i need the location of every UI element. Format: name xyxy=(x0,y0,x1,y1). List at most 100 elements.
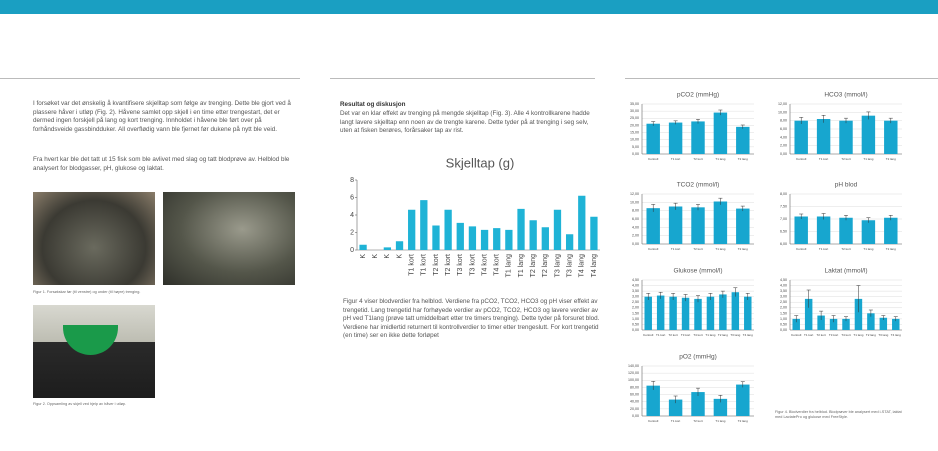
y-tick-label: 3,00 xyxy=(632,295,639,299)
x-tick-label: K xyxy=(360,254,367,259)
y-tick-label: 1,50 xyxy=(780,311,787,315)
error-bar xyxy=(696,119,700,124)
x-tick-label: T1 lang xyxy=(853,333,863,337)
x-tick-label: Kontroll xyxy=(648,157,659,161)
y-tick-label: 12,00 xyxy=(630,192,639,196)
bar xyxy=(713,201,728,244)
y-tick-label: 0,00 xyxy=(632,242,639,246)
bar xyxy=(646,385,660,416)
chart: pCO2 (mmHg) 0,00 5,00 10,00 15,00 20,00 25,00 3… xyxy=(630,92,754,161)
bar xyxy=(669,296,677,330)
heading: Resultat og diskusjon xyxy=(340,101,406,108)
bar xyxy=(541,227,549,250)
x-tick-label: T3 kort xyxy=(457,254,464,276)
y-tick-label: 0,50 xyxy=(632,322,639,326)
y-tick-label: 2 xyxy=(350,229,354,236)
error-bar xyxy=(651,204,656,212)
error-bar xyxy=(673,202,678,210)
chart: HCO3 (mmol/l) 0,00 2,00 4,00 6,00 8,00 10,00 12… xyxy=(778,92,902,161)
x-tick-label: T2 kort xyxy=(433,254,440,276)
x-tick-label: T2 lang xyxy=(738,247,748,251)
error-bar xyxy=(821,213,826,220)
y-tick-label: 12,00 xyxy=(778,102,787,106)
y-tick-label: 0,00 xyxy=(632,152,639,156)
x-tick-label: T2 lang xyxy=(530,254,537,277)
chart-title: Skjelltap (g) xyxy=(446,155,515,170)
bar xyxy=(867,313,875,330)
error-bar xyxy=(844,215,848,221)
x-tick-label: T3 kort xyxy=(469,254,476,276)
bar xyxy=(420,200,428,250)
x-tick-label: T1 kort xyxy=(671,419,681,423)
y-tick-label: 100,00 xyxy=(628,378,639,382)
error-bar xyxy=(740,205,745,212)
x-tick-label: T1 kort xyxy=(671,157,681,161)
bar xyxy=(736,126,750,154)
x-tick-label: T4 kort xyxy=(494,254,501,276)
x-tick-label: T2 lang xyxy=(886,247,896,251)
y-tick-label: 2,00 xyxy=(632,306,639,310)
bar xyxy=(517,208,525,250)
x-tick-label: T2 kort xyxy=(693,157,703,161)
error-bar xyxy=(888,215,893,221)
chart: pH blod 6,00 6,50 7,00 7,50 8,00 Kontroll T1 ko… xyxy=(780,182,902,251)
bar xyxy=(505,229,513,250)
bar xyxy=(590,216,598,250)
x-tick-label: T1 lang xyxy=(715,157,725,161)
x-tick-label: T1 lang xyxy=(506,254,513,277)
y-tick-label: 2,00 xyxy=(780,306,787,310)
bar xyxy=(578,195,586,250)
rule xyxy=(625,78,938,79)
bar xyxy=(884,217,898,244)
x-tick-label: T4 kort xyxy=(841,333,851,337)
paragraph: Fra hvert kar ble det tatt ut 15 fisk so… xyxy=(33,156,290,172)
x-tick-label: T2 lang xyxy=(718,333,728,337)
x-tick-label: T3 lang xyxy=(730,333,740,337)
x-tick-label: T1 lang xyxy=(863,157,873,161)
y-tick-label: 7,50 xyxy=(780,204,787,208)
y-tick-label: 120,00 xyxy=(628,371,639,375)
x-tick-label: T2 kort xyxy=(841,157,851,161)
bar xyxy=(646,123,660,154)
bar xyxy=(359,244,367,250)
error-bar xyxy=(708,293,713,300)
y-tick-label: 140,00 xyxy=(628,364,639,368)
bar xyxy=(842,318,850,330)
x-tick-label: T1 kort xyxy=(804,333,814,337)
bar xyxy=(861,115,876,154)
bar xyxy=(713,398,728,416)
bar xyxy=(694,298,702,330)
error-bar xyxy=(819,310,824,320)
bar xyxy=(565,234,574,250)
y-tick-label: 0,00 xyxy=(632,328,639,332)
photo xyxy=(33,305,155,398)
chart-title: Laktat (mmol/l) xyxy=(825,268,868,275)
error-bar xyxy=(718,197,723,205)
error-bar xyxy=(893,316,898,322)
error-bar xyxy=(831,315,836,323)
bar xyxy=(794,216,808,244)
error-bar xyxy=(651,381,656,390)
x-tick-label: T2 lang xyxy=(738,157,748,161)
bar xyxy=(529,220,537,250)
error-bar xyxy=(718,109,723,116)
error-bar xyxy=(696,204,700,211)
y-tick-label: 0 xyxy=(350,247,354,254)
y-tick-label: 1,50 xyxy=(632,311,639,315)
y-tick-label: 10,00 xyxy=(630,138,639,142)
y-tick-label: 4,00 xyxy=(780,284,787,288)
error-bar xyxy=(868,309,873,317)
bar xyxy=(444,209,452,250)
bar xyxy=(691,207,705,244)
x-tick-label: T2 lang xyxy=(866,333,876,337)
paragraph: Figur 4 viser blodverdier fra helblod. V… xyxy=(343,298,600,340)
error-bar xyxy=(799,213,804,219)
x-tick-label: Kontroll xyxy=(648,247,659,251)
x-tick-label: T2 lang xyxy=(886,157,896,161)
y-tick-label: 25,00 xyxy=(630,116,639,120)
error-bar xyxy=(720,290,725,298)
error-bar xyxy=(740,124,745,129)
x-tick-label: T3 kort xyxy=(681,333,691,337)
bar xyxy=(884,120,898,154)
